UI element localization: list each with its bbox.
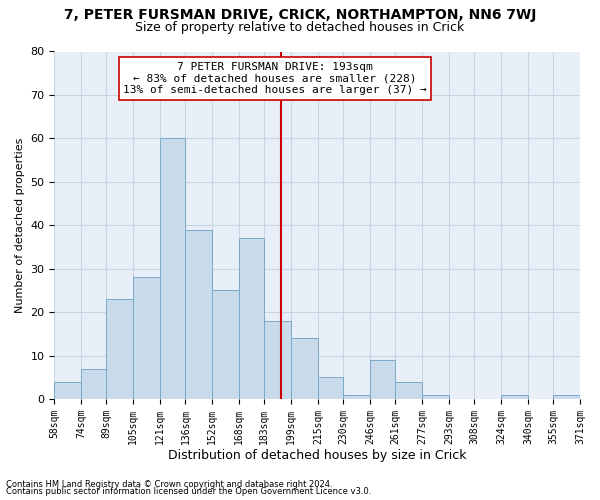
Bar (422, 394, 449, 399)
Bar (553, 394, 580, 399)
Bar (185, 230, 212, 399)
Text: Contains HM Land Registry data © Crown copyright and database right 2024.: Contains HM Land Registry data © Crown c… (6, 480, 332, 489)
Bar (501, 394, 528, 399)
Bar (395, 382, 422, 399)
Y-axis label: Number of detached properties: Number of detached properties (15, 138, 25, 313)
Bar (239, 238, 265, 399)
Bar (106, 299, 133, 399)
Bar (212, 290, 239, 399)
Bar (343, 394, 370, 399)
Bar (133, 278, 160, 399)
Bar (318, 378, 343, 399)
Bar (265, 321, 291, 399)
Text: Contains public sector information licensed under the Open Government Licence v3: Contains public sector information licen… (6, 487, 371, 496)
Text: 7 PETER FURSMAN DRIVE: 193sqm
← 83% of detached houses are smaller (228)
13% of : 7 PETER FURSMAN DRIVE: 193sqm ← 83% of d… (123, 62, 427, 95)
Text: 7, PETER FURSMAN DRIVE, CRICK, NORTHAMPTON, NN6 7WJ: 7, PETER FURSMAN DRIVE, CRICK, NORTHAMPT… (64, 8, 536, 22)
Bar (160, 138, 185, 399)
Text: Size of property relative to detached houses in Crick: Size of property relative to detached ho… (136, 21, 464, 34)
X-axis label: Distribution of detached houses by size in Crick: Distribution of detached houses by size … (168, 450, 466, 462)
Bar (370, 360, 395, 399)
Bar (291, 338, 318, 399)
Bar (55, 382, 81, 399)
Bar (81, 368, 106, 399)
